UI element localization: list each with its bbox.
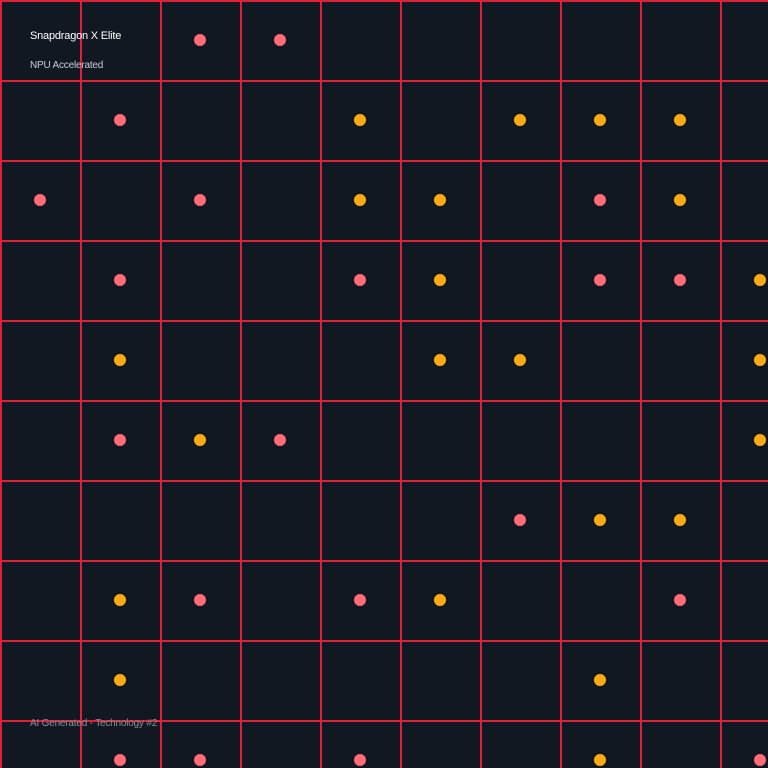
dot-pink — [194, 194, 206, 206]
dot-amber — [354, 114, 366, 126]
dot-pink — [354, 274, 366, 286]
dot-amber — [514, 114, 526, 126]
dot-amber — [114, 674, 126, 686]
dot-amber — [594, 114, 606, 126]
dot-amber — [674, 514, 686, 526]
dot-pink — [674, 594, 686, 606]
dot-pink — [194, 594, 206, 606]
dot-pink — [354, 754, 366, 766]
dot-pink — [674, 274, 686, 286]
dot-amber — [434, 354, 446, 366]
dot-amber — [674, 194, 686, 206]
dot-amber — [354, 194, 366, 206]
dot-pink — [754, 754, 766, 766]
dot-amber — [594, 754, 606, 766]
dot-pink — [114, 274, 126, 286]
dot-amber — [594, 514, 606, 526]
dot-pink — [114, 114, 126, 126]
dot-pink — [114, 754, 126, 766]
dot-pink — [274, 434, 286, 446]
subtitle: NPU Accelerated — [30, 60, 104, 71]
dot-pink — [194, 34, 206, 46]
dot-amber — [754, 274, 766, 286]
dot-amber — [194, 434, 206, 446]
dot-amber — [114, 594, 126, 606]
dot-amber — [434, 194, 446, 206]
dot-pink — [114, 434, 126, 446]
dot-amber — [674, 114, 686, 126]
dot-amber — [514, 354, 526, 366]
title: Snapdragon X Elite — [30, 30, 122, 42]
dot-amber — [434, 274, 446, 286]
dot-pink — [34, 194, 46, 206]
footer-caption: AI Generated - Technology #2 — [30, 718, 158, 729]
dot-pink — [514, 514, 526, 526]
dot-amber — [754, 354, 766, 366]
dot-pink — [274, 34, 286, 46]
dot-amber — [594, 674, 606, 686]
dot-pink — [194, 754, 206, 766]
dot-amber — [434, 594, 446, 606]
dot-pink — [594, 194, 606, 206]
dot-amber — [754, 434, 766, 446]
dot-pink — [354, 594, 366, 606]
dot-amber — [114, 354, 126, 366]
dot-pink — [594, 274, 606, 286]
